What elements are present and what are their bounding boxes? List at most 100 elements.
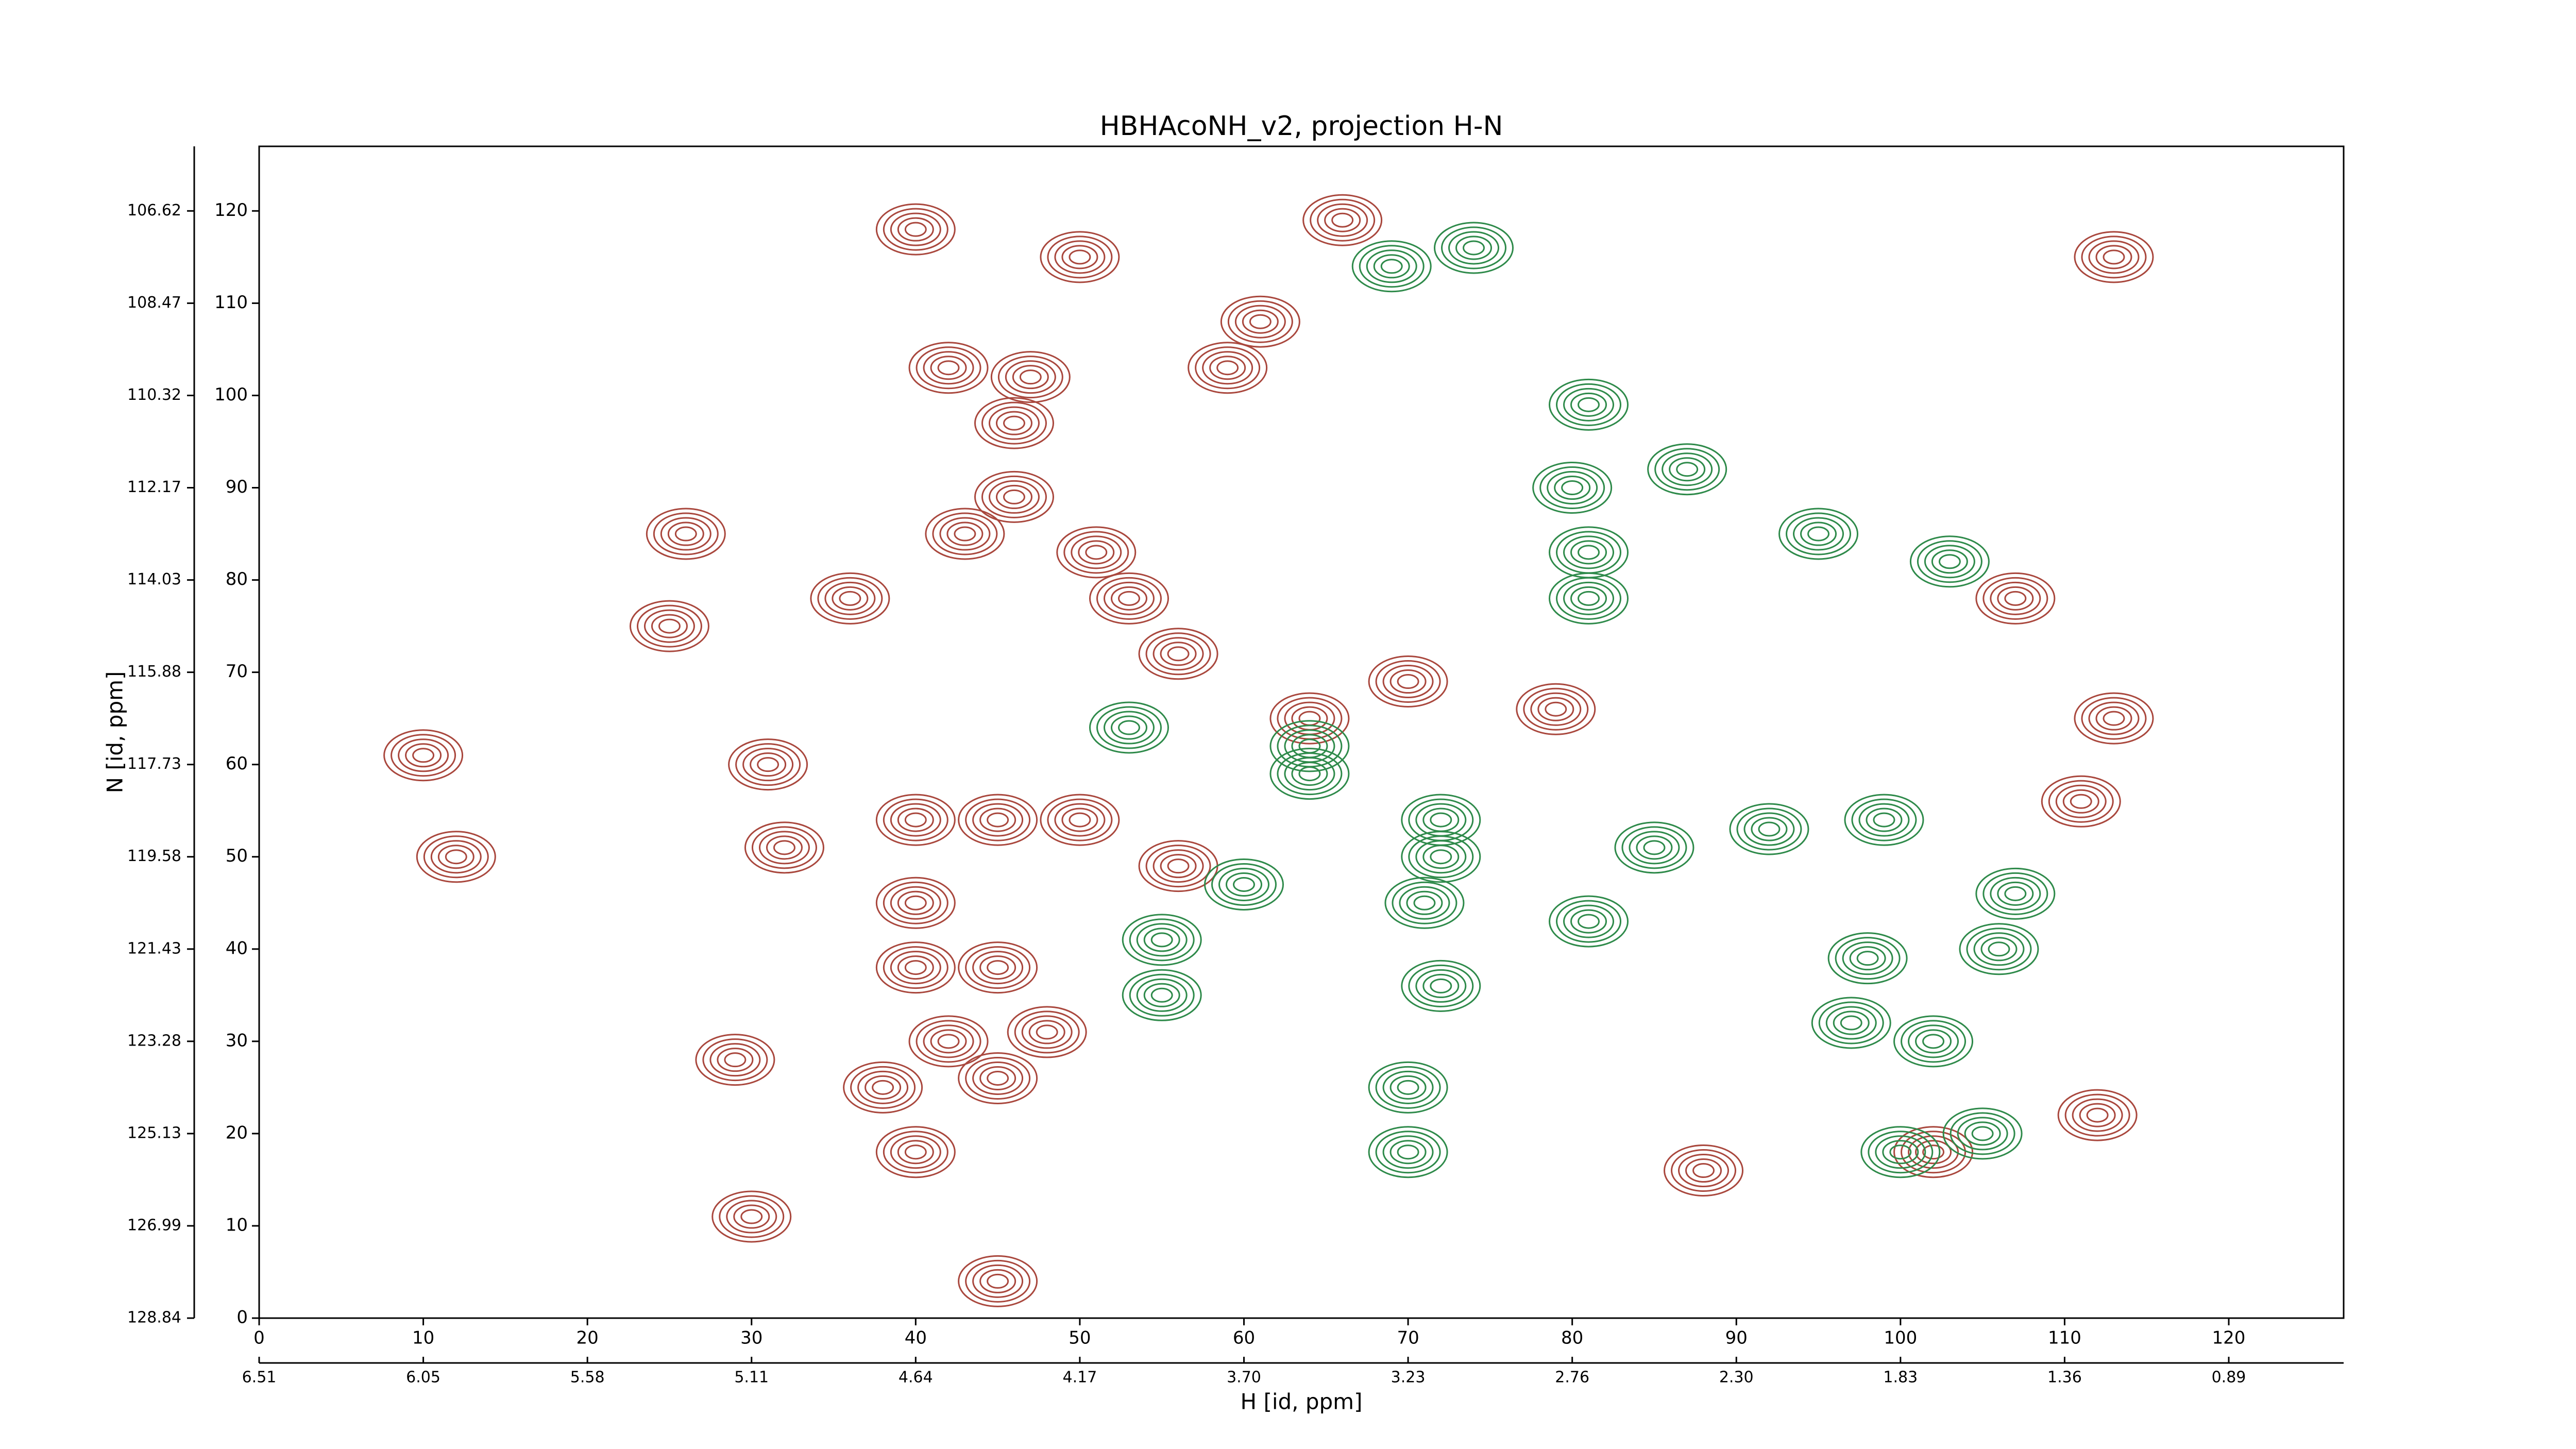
- contour-ring: [937, 1034, 960, 1049]
- contour-ring: [1549, 378, 1629, 431]
- contour-ring: [742, 748, 794, 782]
- peak: [958, 941, 1038, 994]
- contour-ring: [930, 1029, 967, 1054]
- contour-ring: [965, 798, 1031, 841]
- contour-ring: [923, 1024, 974, 1058]
- contour-ring: [1578, 545, 1600, 560]
- peak: [1975, 867, 2056, 920]
- contour-ring: [1242, 309, 1279, 334]
- y2-tick-label: 115.88: [127, 663, 181, 681]
- peak: [2074, 692, 2154, 745]
- contour-ring: [865, 1075, 902, 1100]
- contour-ring: [2057, 1089, 2138, 1141]
- y-tick-label: 10: [226, 1215, 248, 1235]
- contour-ring: [1678, 1154, 1730, 1188]
- contour-ring: [1040, 794, 1120, 846]
- contour-ring: [1959, 923, 2039, 975]
- contour-ring: [1463, 240, 1485, 256]
- contour-ring: [445, 849, 467, 865]
- contour-ring: [1975, 572, 2056, 625]
- peak: [1089, 572, 1169, 625]
- contour-ring: [1422, 973, 1460, 998]
- x2-tick-label: 4.64: [899, 1369, 933, 1387]
- y2-tick-label: 125.13: [127, 1124, 181, 1142]
- contour-ring: [1160, 854, 1197, 879]
- contour-ring: [1964, 1121, 2001, 1146]
- contour-ring: [1150, 932, 1173, 948]
- contour-ring: [1621, 826, 1687, 869]
- contour-ring: [987, 960, 1009, 975]
- contour-ring: [1570, 909, 1607, 934]
- contour-ring: [1537, 697, 1574, 721]
- contour-ring: [1811, 997, 1891, 1049]
- contour-ring: [2103, 249, 2125, 265]
- peak: [1532, 462, 1613, 514]
- contour-ring: [1397, 674, 1419, 689]
- contour-ring: [423, 835, 489, 879]
- contour-ring: [1545, 701, 1567, 717]
- contour-ring: [1122, 969, 1202, 1021]
- contour-ring: [1875, 1135, 1926, 1169]
- contour-ring: [717, 1048, 754, 1072]
- peak: [875, 1126, 956, 1178]
- contour-ring: [1003, 489, 1025, 504]
- y-tick-label: 40: [226, 938, 248, 958]
- contour-ring: [937, 360, 960, 376]
- peak: [1778, 508, 1859, 560]
- contour-ring: [773, 840, 795, 855]
- contour-ring: [2055, 784, 2107, 818]
- contour-ring: [674, 526, 697, 542]
- contour-ring: [979, 807, 1016, 832]
- contour-ring: [1692, 1163, 1715, 1178]
- peak: [1007, 1006, 1087, 1058]
- contour-ring: [1614, 821, 1694, 874]
- peak: [1860, 1126, 1941, 1178]
- contour-ring: [724, 1052, 747, 1068]
- contour-ring: [1408, 835, 1474, 879]
- contour-ring: [1028, 1020, 1065, 1044]
- contour-ring: [1957, 1117, 2008, 1151]
- peak: [1647, 443, 1727, 496]
- x2-tick-label: 4.17: [1063, 1369, 1097, 1387]
- contour-ring: [2074, 692, 2154, 745]
- contour-ring: [1397, 1080, 1419, 1095]
- contour-ring: [405, 743, 442, 768]
- contour-ring: [897, 1140, 934, 1165]
- contour-ring: [954, 526, 976, 542]
- contour-ring: [1160, 642, 1197, 666]
- contour-ring: [1997, 586, 2034, 611]
- peak: [1811, 997, 1891, 1049]
- contour-ring: [925, 508, 1005, 560]
- peak: [1138, 628, 1218, 680]
- contour-ring: [2074, 231, 2154, 283]
- contour-ring: [1269, 720, 1350, 772]
- contour-ring: [1054, 803, 1106, 837]
- peak: [875, 941, 956, 994]
- contour-ring: [1277, 697, 1343, 740]
- contour-ring: [735, 743, 801, 786]
- contour-ring: [923, 351, 974, 385]
- contour-ring: [728, 738, 808, 791]
- contour-ring: [1211, 863, 1277, 906]
- contour-ring: [1563, 581, 1615, 615]
- contour-ring: [1786, 512, 1852, 555]
- contour-ring: [660, 517, 711, 551]
- contour-ring: [824, 581, 876, 615]
- x-tick-label: 100: [1884, 1328, 1917, 1349]
- contour-ring: [2095, 245, 2132, 269]
- contour-ring: [1570, 586, 1607, 611]
- contour-ring: [988, 406, 1040, 440]
- y-tick-label: 120: [214, 200, 248, 221]
- contour-ring: [1406, 890, 1443, 915]
- peak: [1516, 683, 1596, 735]
- peak: [875, 877, 956, 929]
- contour-ring: [1188, 342, 1268, 394]
- contour-ring: [1014, 1010, 1080, 1054]
- contour-ring: [1078, 540, 1115, 565]
- contour-ring: [1382, 1070, 1434, 1104]
- contour-ring: [810, 572, 890, 625]
- contour-ring: [391, 734, 456, 777]
- contour-ring: [1103, 581, 1155, 615]
- contour-ring: [1685, 1158, 1722, 1183]
- contour-ring: [1117, 720, 1140, 735]
